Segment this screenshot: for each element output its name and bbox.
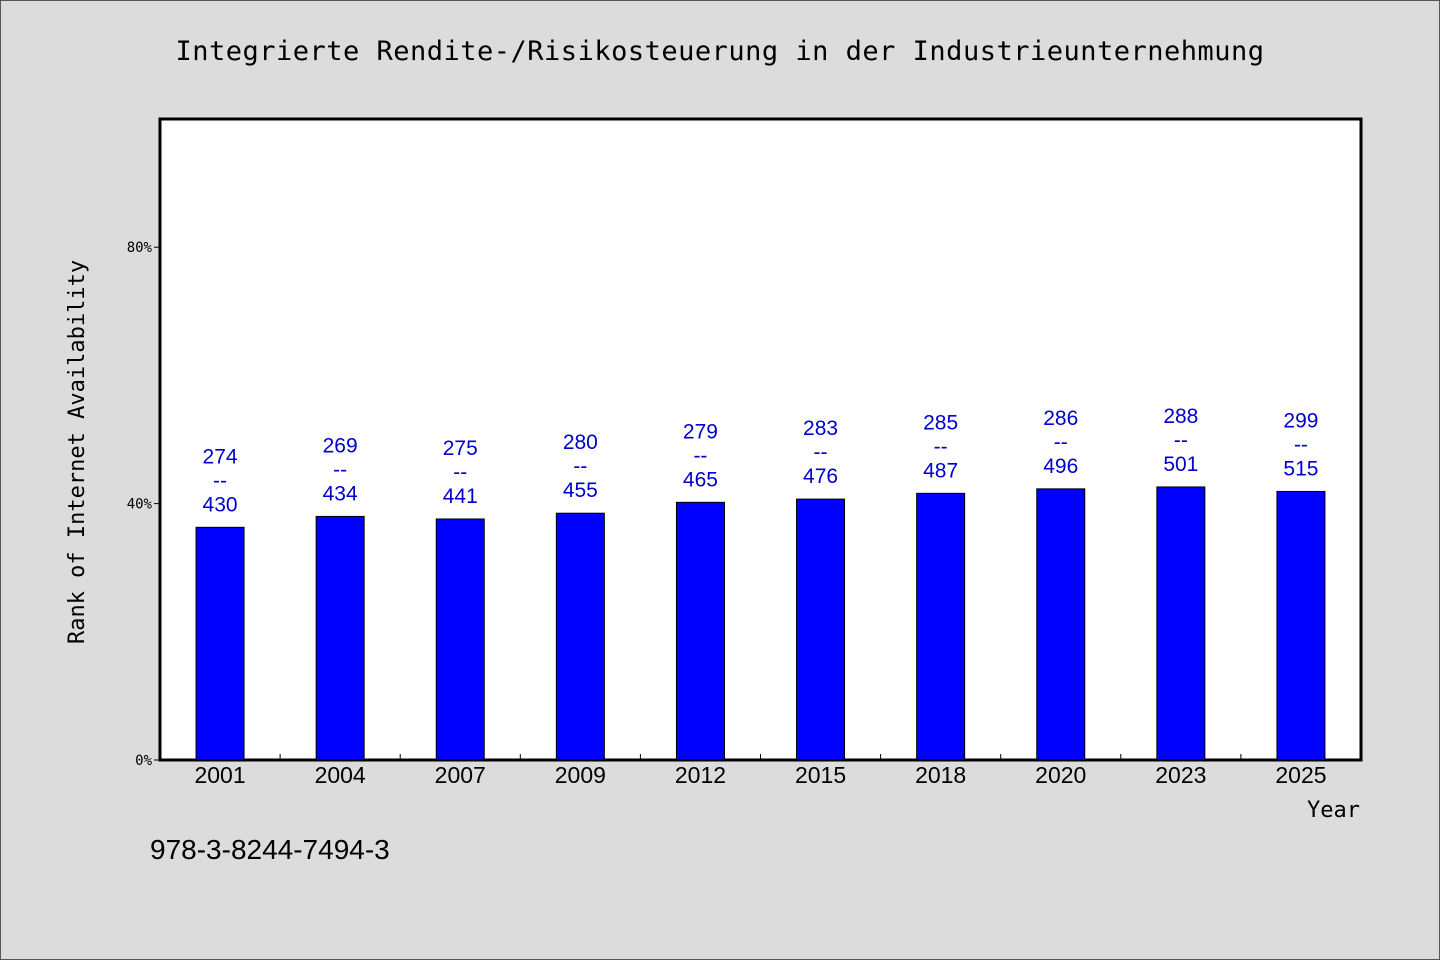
x-tick-label-2015: 2015 (795, 762, 846, 788)
value-label-bottom-2025: 515 (1283, 457, 1318, 480)
value-label-top-2018: 285 (923, 411, 958, 434)
value-label-top-2007: 275 (443, 437, 478, 460)
value-label-bottom-2007: 441 (443, 485, 478, 508)
value-label-bottom-2012: 465 (683, 468, 718, 491)
value-label-bottom-2020: 496 (1043, 455, 1078, 478)
x-tick-label-2009: 2009 (555, 762, 606, 788)
value-label-top-2015: 283 (803, 417, 838, 440)
value-label-sep-2004: -- (333, 458, 347, 481)
bar-2004 (315, 515, 365, 761)
bar-2001 (195, 526, 245, 761)
x-tick-label-2018: 2018 (915, 762, 966, 788)
bar-2020 (1036, 488, 1086, 761)
value-label-sep-2012: -- (693, 444, 707, 467)
y-tick-label: 40% (127, 497, 153, 513)
value-label-sep-2020: -- (1054, 431, 1068, 454)
x-tick-label-2004: 2004 (315, 762, 366, 788)
value-label-sep-2001: -- (213, 469, 227, 492)
chart-title: Integrierte Rendite-/Risikosteuerung in … (175, 36, 1265, 67)
y-tick-label: 80% (127, 240, 153, 256)
bar-2015 (796, 498, 846, 761)
value-label-sep-2023: -- (1174, 429, 1188, 452)
isbn-footer: 978-3-8244-7494-3 (150, 834, 390, 865)
value-label-top-2023: 288 (1163, 405, 1198, 428)
value-label-sep-2018: -- (934, 435, 948, 458)
value-label-bottom-2009: 455 (563, 479, 598, 502)
value-label-sep-2025: -- (1294, 433, 1308, 456)
x-axis-label: Year (1307, 798, 1360, 823)
x-tick-label-2012: 2012 (675, 762, 726, 788)
value-label-bottom-2004: 434 (323, 482, 358, 505)
x-tick-label-2023: 2023 (1155, 762, 1206, 788)
bar-2007 (435, 518, 485, 761)
value-label-top-2009: 280 (563, 431, 598, 454)
x-tick-label-2001: 2001 (194, 762, 245, 788)
value-label-top-2004: 269 (323, 434, 358, 457)
bar-2025 (1276, 490, 1326, 761)
value-label-bottom-2018: 487 (923, 459, 958, 482)
y-tick-label: 0% (135, 753, 152, 769)
bar-2018 (916, 492, 966, 761)
value-label-top-2012: 279 (683, 420, 718, 443)
value-label-sep-2007: -- (453, 461, 467, 484)
bar-2009 (555, 512, 605, 761)
x-tick-label-2020: 2020 (1035, 762, 1086, 788)
bar-2012 (675, 501, 725, 761)
x-tick-label-2007: 2007 (435, 762, 486, 788)
value-label-bottom-2015: 476 (803, 465, 838, 488)
value-label-top-2025: 299 (1283, 409, 1318, 432)
value-label-top-2020: 286 (1043, 407, 1078, 430)
value-label-bottom-2023: 501 (1163, 453, 1198, 476)
bar-2023 (1156, 486, 1206, 761)
y-axis-label: Rank of Internet Availability (65, 260, 90, 644)
x-tick-label-2025: 2025 (1275, 762, 1326, 788)
value-label-top-2001: 274 (203, 445, 238, 468)
value-label-sep-2015: -- (814, 441, 828, 464)
value-label-sep-2009: -- (573, 455, 587, 478)
value-label-bottom-2001: 430 (203, 493, 238, 516)
